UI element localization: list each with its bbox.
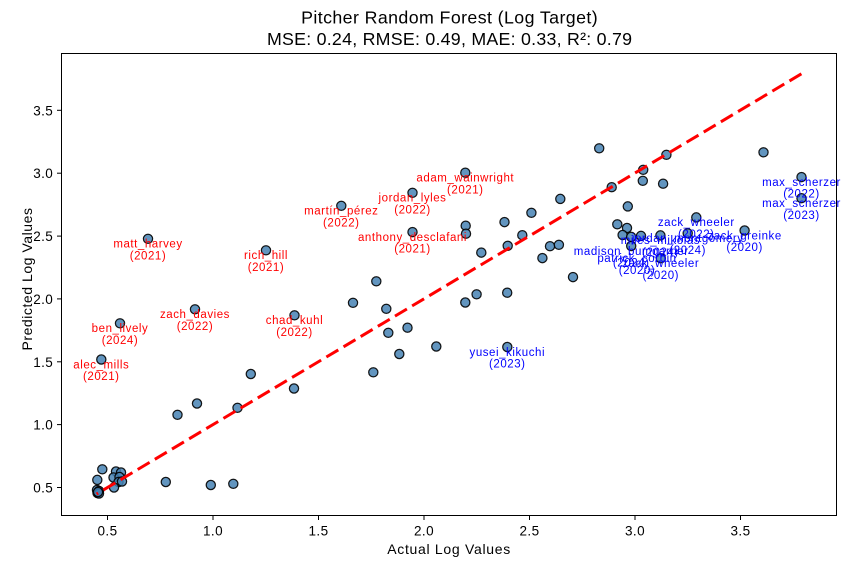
svg-text:(2020): (2020) — [619, 265, 656, 277]
svg-text:1.5: 1.5 — [33, 355, 53, 370]
svg-text:zack_greinke: zack_greinke — [707, 230, 781, 242]
svg-text:(2022): (2022) — [276, 327, 313, 339]
svg-text:2.5: 2.5 — [33, 229, 53, 244]
svg-text:max_scherzer: max_scherzer — [762, 198, 841, 210]
svg-text:(2022): (2022) — [323, 217, 360, 229]
svg-text:(2021): (2021) — [83, 371, 120, 383]
svg-text:max_scherzer: max_scherzer — [762, 177, 841, 189]
svg-text:(2024): (2024) — [613, 258, 650, 270]
svg-text:(2021): (2021) — [130, 250, 167, 262]
svg-text:1.5: 1.5 — [309, 524, 329, 539]
svg-text:zack_wheeler: zack_wheeler — [622, 258, 699, 270]
svg-text:zack_wheeler: zack_wheeler — [658, 217, 735, 229]
svg-text:patrick_corbin: patrick_corbin — [597, 253, 676, 265]
svg-text:(2024): (2024) — [102, 335, 139, 347]
svg-text:(2020): (2020) — [643, 270, 680, 282]
svg-text:(2023): (2023) — [489, 359, 526, 371]
svg-text:(2021): (2021) — [248, 262, 285, 274]
svg-text:adam_wainwright: adam_wainwright — [416, 173, 514, 185]
svg-text:martín_pérez: martín_pérez — [304, 206, 378, 218]
svg-text:ben_lively: ben_lively — [92, 323, 149, 335]
svg-text:(2022): (2022) — [394, 204, 431, 216]
svg-text:zach_davies: zach_davies — [160, 309, 230, 321]
svg-text:jordan_lyles: jordan_lyles — [378, 193, 447, 205]
svg-text:1.0: 1.0 — [33, 418, 53, 433]
svg-text:MSE: 0.24, RMSE: 0.49, MAE: 0.: MSE: 0.24, RMSE: 0.49, MAE: 0.33, R²: 0.… — [267, 29, 632, 49]
svg-text:0.5: 0.5 — [33, 481, 53, 496]
svg-text:jordan_montgomery: jordan_montgomery — [631, 233, 744, 245]
svg-text:chad_kuhl: chad_kuhl — [266, 315, 323, 327]
svg-text:(2020): (2020) — [726, 242, 763, 254]
svg-text:miles_mikolas: miles_mikolas — [621, 235, 700, 247]
svg-text:0.5: 0.5 — [98, 524, 118, 539]
svg-text:(2022): (2022) — [177, 321, 214, 333]
svg-text:3.0: 3.0 — [625, 524, 645, 539]
svg-text:2.0: 2.0 — [414, 524, 434, 539]
svg-text:(2021): (2021) — [394, 244, 431, 256]
svg-text:Actual Log Values: Actual Log Values — [387, 541, 511, 557]
svg-text:anthony_desclafani: anthony_desclafani — [358, 232, 467, 244]
svg-text:(2024): (2024) — [642, 247, 679, 259]
svg-text:Pitcher Random Forest (Log Tar: Pitcher Random Forest (Log Target) — [301, 7, 598, 27]
svg-text:(2021): (2021) — [447, 184, 484, 196]
svg-text:Predicted Log Values: Predicted Log Values — [19, 207, 35, 350]
svg-text:2.5: 2.5 — [520, 524, 540, 539]
svg-text:yusei_kikuchi: yusei_kikuchi — [470, 347, 546, 359]
svg-text:2.0: 2.0 — [33, 292, 53, 307]
svg-text:alec_mills: alec_mills — [73, 359, 129, 371]
svg-text:(2023): (2023) — [783, 210, 820, 222]
svg-text:1.0: 1.0 — [203, 524, 223, 539]
svg-text:(2022): (2022) — [678, 229, 715, 241]
svg-text:madison_bumgarner: madison_bumgarner — [574, 246, 689, 258]
svg-text:(2022): (2022) — [783, 189, 820, 201]
svg-text:3.5: 3.5 — [33, 103, 53, 118]
svg-text:rich_hill: rich_hill — [244, 250, 288, 262]
svg-text:3.0: 3.0 — [33, 166, 53, 181]
svg-text:3.5: 3.5 — [731, 524, 751, 539]
svg-text:(2024): (2024) — [669, 245, 706, 257]
svg-text:matt_harvey: matt_harvey — [113, 239, 182, 251]
